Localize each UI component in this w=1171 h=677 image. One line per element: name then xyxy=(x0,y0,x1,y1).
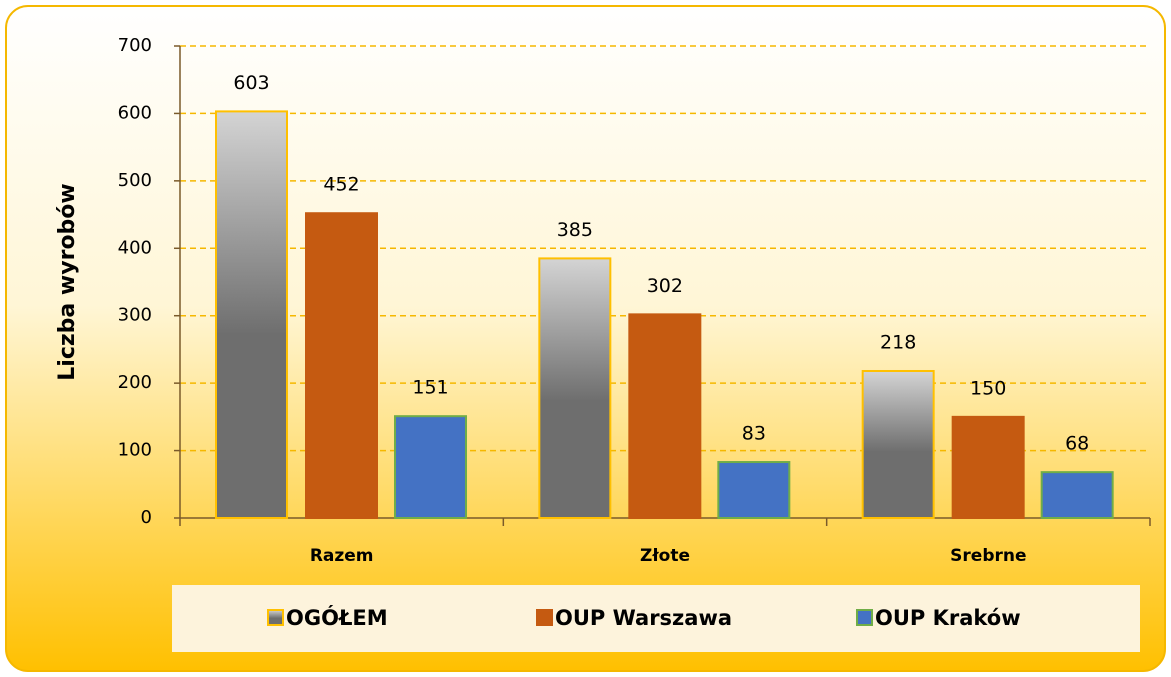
y-tick-label: 400 xyxy=(118,237,152,258)
bar xyxy=(394,415,467,520)
legend-label: OUP Warszawa xyxy=(555,606,732,630)
data-label: 83 xyxy=(742,423,766,445)
data-label: 68 xyxy=(1065,433,1089,455)
legend-swatch xyxy=(856,609,873,626)
y-tick-label: 100 xyxy=(118,440,152,461)
bar xyxy=(305,212,378,519)
data-label: 218 xyxy=(880,332,916,354)
y-tick-label: 0 xyxy=(141,507,152,528)
legend-swatch xyxy=(267,609,284,626)
y-tick-label: 200 xyxy=(118,372,152,393)
bar xyxy=(1040,471,1114,519)
y-axis-label: Liczba wyrobów xyxy=(55,183,80,380)
bar xyxy=(628,313,702,520)
data-label: 603 xyxy=(233,72,269,94)
x-tick-label: Złote xyxy=(640,546,690,566)
y-tick-label: 300 xyxy=(118,305,152,326)
bar xyxy=(717,461,791,519)
data-label: 302 xyxy=(647,275,683,297)
bar xyxy=(215,110,288,520)
bar xyxy=(951,415,1025,520)
data-label: 452 xyxy=(323,174,359,196)
data-label: 150 xyxy=(970,377,1006,399)
x-tick-label: Srebrne xyxy=(950,546,1026,566)
legend-label: OUP Kraków xyxy=(875,606,1021,630)
legend-label: OGÓŁEM xyxy=(286,605,388,630)
bar xyxy=(538,257,612,519)
data-label: 385 xyxy=(557,219,593,241)
data-label: 151 xyxy=(412,377,448,399)
x-tick-label: Razem xyxy=(310,546,374,566)
legend-box xyxy=(172,585,1140,652)
y-tick-label: 500 xyxy=(118,170,152,191)
bar xyxy=(861,370,935,519)
y-tick-label: 600 xyxy=(118,102,152,123)
legend-swatch xyxy=(536,609,553,626)
y-tick-label: 700 xyxy=(118,35,152,56)
